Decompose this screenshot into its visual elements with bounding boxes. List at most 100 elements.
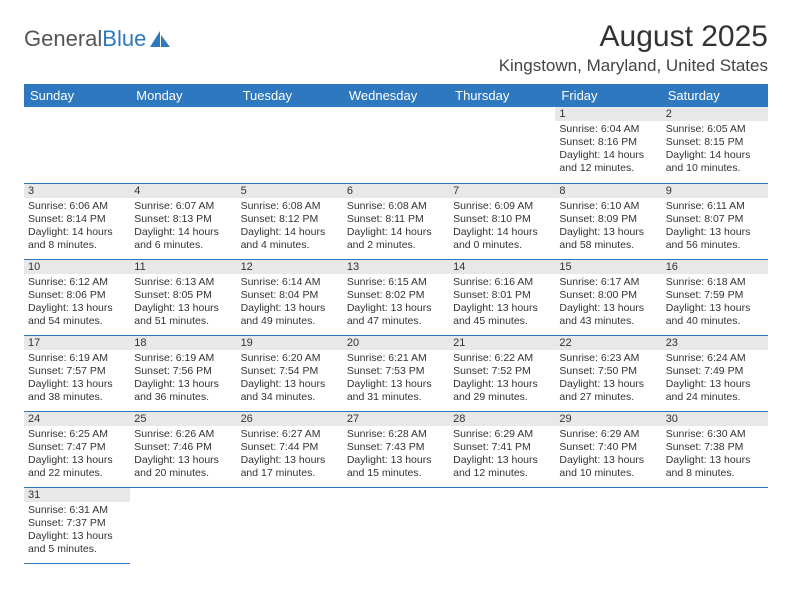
calendar-cell bbox=[449, 107, 555, 183]
day-body: Sunrise: 6:12 AMSunset: 8:06 PMDaylight:… bbox=[24, 274, 130, 331]
day-number: 8 bbox=[555, 184, 661, 198]
calendar-cell: 1Sunrise: 6:04 AMSunset: 8:16 PMDaylight… bbox=[555, 107, 661, 183]
day-body: Sunrise: 6:17 AMSunset: 8:00 PMDaylight:… bbox=[555, 274, 661, 331]
day-body: Sunrise: 6:15 AMSunset: 8:02 PMDaylight:… bbox=[343, 274, 449, 331]
sunrise-text: Sunrise: 6:30 AM bbox=[666, 428, 764, 441]
day-number: 1 bbox=[555, 107, 661, 121]
calendar-cell: 25Sunrise: 6:26 AMSunset: 7:46 PMDayligh… bbox=[130, 411, 236, 487]
sunrise-text: Sunrise: 6:17 AM bbox=[559, 276, 657, 289]
day-number: 27 bbox=[343, 412, 449, 426]
sunset-text: Sunset: 8:09 PM bbox=[559, 213, 657, 226]
sunrise-text: Sunrise: 6:16 AM bbox=[453, 276, 551, 289]
daylight-text: Daylight: 13 hours and 58 minutes. bbox=[559, 226, 657, 252]
sunset-text: Sunset: 7:59 PM bbox=[666, 289, 764, 302]
day-body: Sunrise: 6:21 AMSunset: 7:53 PMDaylight:… bbox=[343, 350, 449, 407]
calendar-cell: 5Sunrise: 6:08 AMSunset: 8:12 PMDaylight… bbox=[237, 183, 343, 259]
daylight-text: Daylight: 13 hours and 49 minutes. bbox=[241, 302, 339, 328]
day-number: 13 bbox=[343, 260, 449, 274]
day-number: 2 bbox=[662, 107, 768, 121]
day-body: Sunrise: 6:11 AMSunset: 8:07 PMDaylight:… bbox=[662, 198, 768, 255]
daylight-text: Daylight: 13 hours and 22 minutes. bbox=[28, 454, 126, 480]
sunset-text: Sunset: 8:02 PM bbox=[347, 289, 445, 302]
sunrise-text: Sunrise: 6:28 AM bbox=[347, 428, 445, 441]
sunset-text: Sunset: 7:50 PM bbox=[559, 365, 657, 378]
day-body: Sunrise: 6:08 AMSunset: 8:12 PMDaylight:… bbox=[237, 198, 343, 255]
calendar-cell: 24Sunrise: 6:25 AMSunset: 7:47 PMDayligh… bbox=[24, 411, 130, 487]
sunset-text: Sunset: 7:57 PM bbox=[28, 365, 126, 378]
day-number: 3 bbox=[24, 184, 130, 198]
sunrise-text: Sunrise: 6:22 AM bbox=[453, 352, 551, 365]
calendar-cell bbox=[449, 487, 555, 563]
sunset-text: Sunset: 8:04 PM bbox=[241, 289, 339, 302]
calendar-cell: 7Sunrise: 6:09 AMSunset: 8:10 PMDaylight… bbox=[449, 183, 555, 259]
weekday-header: Friday bbox=[555, 84, 661, 107]
day-body: Sunrise: 6:10 AMSunset: 8:09 PMDaylight:… bbox=[555, 198, 661, 255]
day-body: Sunrise: 6:24 AMSunset: 7:49 PMDaylight:… bbox=[662, 350, 768, 407]
calendar-cell bbox=[343, 107, 449, 183]
sunrise-text: Sunrise: 6:06 AM bbox=[28, 200, 126, 213]
calendar-cell: 14Sunrise: 6:16 AMSunset: 8:01 PMDayligh… bbox=[449, 259, 555, 335]
day-body: Sunrise: 6:29 AMSunset: 7:40 PMDaylight:… bbox=[555, 426, 661, 483]
day-number: 7 bbox=[449, 184, 555, 198]
daylight-text: Daylight: 13 hours and 34 minutes. bbox=[241, 378, 339, 404]
day-number: 10 bbox=[24, 260, 130, 274]
day-number: 24 bbox=[24, 412, 130, 426]
calendar-cell: 31Sunrise: 6:31 AMSunset: 7:37 PMDayligh… bbox=[24, 487, 130, 563]
sunset-text: Sunset: 7:38 PM bbox=[666, 441, 764, 454]
sunrise-text: Sunrise: 6:25 AM bbox=[28, 428, 126, 441]
sunrise-text: Sunrise: 6:08 AM bbox=[241, 200, 339, 213]
calendar-cell: 6Sunrise: 6:08 AMSunset: 8:11 PMDaylight… bbox=[343, 183, 449, 259]
calendar-cell: 22Sunrise: 6:23 AMSunset: 7:50 PMDayligh… bbox=[555, 335, 661, 411]
day-body: Sunrise: 6:14 AMSunset: 8:04 PMDaylight:… bbox=[237, 274, 343, 331]
daylight-text: Daylight: 13 hours and 38 minutes. bbox=[28, 378, 126, 404]
calendar-cell: 11Sunrise: 6:13 AMSunset: 8:05 PMDayligh… bbox=[130, 259, 236, 335]
location: Kingstown, Maryland, United States bbox=[499, 56, 768, 76]
sunrise-text: Sunrise: 6:29 AM bbox=[453, 428, 551, 441]
calendar-cell: 18Sunrise: 6:19 AMSunset: 7:56 PMDayligh… bbox=[130, 335, 236, 411]
day-number: 14 bbox=[449, 260, 555, 274]
day-body: Sunrise: 6:04 AMSunset: 8:16 PMDaylight:… bbox=[555, 121, 661, 178]
daylight-text: Daylight: 13 hours and 20 minutes. bbox=[134, 454, 232, 480]
day-body: Sunrise: 6:16 AMSunset: 8:01 PMDaylight:… bbox=[449, 274, 555, 331]
sunrise-text: Sunrise: 6:31 AM bbox=[28, 504, 126, 517]
weekday-header: Thursday bbox=[449, 84, 555, 107]
calendar-cell: 19Sunrise: 6:20 AMSunset: 7:54 PMDayligh… bbox=[237, 335, 343, 411]
calendar-cell: 20Sunrise: 6:21 AMSunset: 7:53 PMDayligh… bbox=[343, 335, 449, 411]
daylight-text: Daylight: 13 hours and 43 minutes. bbox=[559, 302, 657, 328]
sunset-text: Sunset: 8:12 PM bbox=[241, 213, 339, 226]
daylight-text: Daylight: 13 hours and 31 minutes. bbox=[347, 378, 445, 404]
daylight-text: Daylight: 13 hours and 56 minutes. bbox=[666, 226, 764, 252]
day-number: 31 bbox=[24, 488, 130, 502]
sunrise-text: Sunrise: 6:09 AM bbox=[453, 200, 551, 213]
day-number: 28 bbox=[449, 412, 555, 426]
sunset-text: Sunset: 7:52 PM bbox=[453, 365, 551, 378]
day-body: Sunrise: 6:19 AMSunset: 7:56 PMDaylight:… bbox=[130, 350, 236, 407]
logo-text-1: General bbox=[24, 26, 102, 52]
day-number: 12 bbox=[237, 260, 343, 274]
sunset-text: Sunset: 8:11 PM bbox=[347, 213, 445, 226]
day-number: 29 bbox=[555, 412, 661, 426]
sunset-text: Sunset: 8:00 PM bbox=[559, 289, 657, 302]
daylight-text: Daylight: 14 hours and 12 minutes. bbox=[559, 149, 657, 175]
sunset-text: Sunset: 7:43 PM bbox=[347, 441, 445, 454]
day-body: Sunrise: 6:07 AMSunset: 8:13 PMDaylight:… bbox=[130, 198, 236, 255]
calendar-cell: 21Sunrise: 6:22 AMSunset: 7:52 PMDayligh… bbox=[449, 335, 555, 411]
daylight-text: Daylight: 13 hours and 47 minutes. bbox=[347, 302, 445, 328]
daylight-text: Daylight: 14 hours and 10 minutes. bbox=[666, 149, 764, 175]
day-body: Sunrise: 6:08 AMSunset: 8:11 PMDaylight:… bbox=[343, 198, 449, 255]
weekday-header-row: Sunday Monday Tuesday Wednesday Thursday… bbox=[24, 84, 768, 107]
day-number: 15 bbox=[555, 260, 661, 274]
sunrise-text: Sunrise: 6:14 AM bbox=[241, 276, 339, 289]
daylight-text: Daylight: 13 hours and 51 minutes. bbox=[134, 302, 232, 328]
calendar-cell: 8Sunrise: 6:10 AMSunset: 8:09 PMDaylight… bbox=[555, 183, 661, 259]
sunset-text: Sunset: 8:15 PM bbox=[666, 136, 764, 149]
day-number: 9 bbox=[662, 184, 768, 198]
daylight-text: Daylight: 13 hours and 24 minutes. bbox=[666, 378, 764, 404]
calendar-body: 1Sunrise: 6:04 AMSunset: 8:16 PMDaylight… bbox=[24, 107, 768, 563]
weekday-header: Monday bbox=[130, 84, 236, 107]
day-number: 25 bbox=[130, 412, 236, 426]
day-number: 19 bbox=[237, 336, 343, 350]
calendar-cell: 15Sunrise: 6:17 AMSunset: 8:00 PMDayligh… bbox=[555, 259, 661, 335]
calendar-cell: 4Sunrise: 6:07 AMSunset: 8:13 PMDaylight… bbox=[130, 183, 236, 259]
sunset-text: Sunset: 8:01 PM bbox=[453, 289, 551, 302]
